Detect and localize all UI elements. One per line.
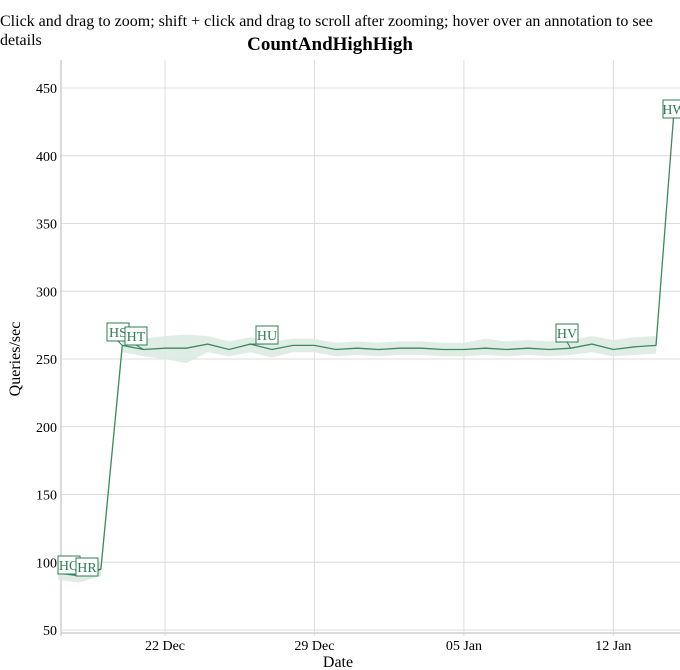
y-tick-label: 250 xyxy=(36,353,57,368)
annotation-label: HQ xyxy=(59,559,79,574)
x-axis-label: Date xyxy=(323,654,353,670)
instructions-text: Click and drag to zoom; shift + click an… xyxy=(0,13,653,49)
annotation-label: HU xyxy=(257,329,277,344)
annotation-hw[interactable]: HW xyxy=(662,99,680,119)
x-tick-label: 29 Dec xyxy=(294,639,334,654)
y-axis-label: Queries/sec xyxy=(7,322,24,397)
annotation-label: HS xyxy=(109,326,127,341)
data-line xyxy=(58,110,675,577)
annotation-label: HV xyxy=(557,327,577,342)
x-tick-label: 22 Dec xyxy=(145,639,185,654)
annotation-label: HT xyxy=(127,330,146,345)
chart-title: CountAndHighHigh xyxy=(247,34,413,55)
annotation-label: HW xyxy=(662,103,680,118)
y-tick-label: 150 xyxy=(36,489,57,504)
y-tick-label: 350 xyxy=(36,218,57,233)
annotation-hv[interactable]: HV xyxy=(555,323,579,349)
annotation-hr[interactable]: HR xyxy=(75,557,102,577)
annotation-label: HR xyxy=(77,561,97,576)
y-tick-label: 50 xyxy=(43,624,57,639)
x-tick-label: 12 Jan xyxy=(595,639,631,654)
annotation-hs[interactable]: HS xyxy=(106,322,130,346)
annotation-hu[interactable]: HU xyxy=(250,325,279,345)
axes: 50 100 150 200 250 300 350 400 450 22 Dec 29 Dec 05… xyxy=(36,60,680,654)
y-tick-label: 100 xyxy=(36,556,57,571)
y-tick-label: 400 xyxy=(36,150,57,165)
annotation-ht[interactable]: HT xyxy=(124,326,148,350)
x-tick-label: 05 Jan xyxy=(446,639,482,654)
annotation-hq[interactable]: HQ xyxy=(57,555,81,575)
y-tick-label: 200 xyxy=(36,421,57,436)
y-tick-label: 300 xyxy=(36,285,57,300)
y-tick-label: 450 xyxy=(36,82,57,97)
confidence-band xyxy=(58,111,675,583)
